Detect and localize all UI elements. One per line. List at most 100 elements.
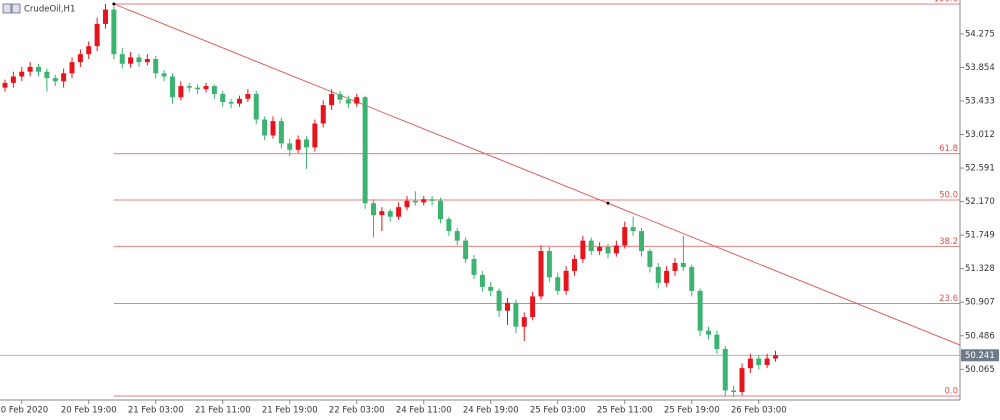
candle-body [144, 58, 150, 63]
candle-body [153, 58, 159, 74]
candle-body [119, 54, 125, 64]
candle-body [329, 94, 335, 106]
candle-body [404, 200, 410, 208]
x-tick-label: 21 Feb 19:00 [262, 406, 318, 416]
trendline-anchor [606, 201, 610, 205]
candle-body [438, 200, 443, 220]
candle-body [379, 211, 385, 216]
candle-body [396, 207, 402, 217]
candle-body [563, 270, 569, 291]
candle-body [161, 73, 167, 77]
candle-body [320, 105, 326, 124]
y-tick-label: 51.328 [965, 264, 995, 274]
x-tick-label: 24 Feb 19:00 [463, 406, 519, 416]
candle-body [680, 262, 686, 267]
candle-body [572, 258, 577, 271]
y-tick-label: 53.433 [965, 96, 995, 106]
candle-body [10, 76, 16, 83]
y-tick-label: 50.907 [965, 298, 995, 308]
candle-body [722, 349, 728, 391]
candle-body [421, 199, 427, 203]
candle-body [739, 368, 745, 393]
candle-body [245, 94, 251, 99]
y-tick-label: 53.854 [965, 63, 995, 73]
candle-body [580, 240, 586, 259]
symbol-icon [2, 3, 21, 14]
candle-body [270, 121, 276, 136]
fibo-level-label: 23.6 [939, 294, 958, 304]
candle-body [86, 46, 92, 55]
last-price-label: 50.241 [965, 351, 995, 361]
candle-body [203, 86, 209, 90]
candle-body [287, 143, 293, 150]
candle-body [655, 266, 661, 283]
x-tick-label: 24 Feb 11:00 [396, 406, 452, 416]
candle-body [588, 240, 594, 251]
candle-body [262, 119, 268, 136]
candle-body [228, 101, 234, 104]
candle-body [546, 250, 552, 278]
candle-body [178, 86, 184, 98]
candle-body [605, 247, 611, 254]
x-tick-label: 25 Feb 19:00 [664, 406, 720, 416]
candle-body [689, 266, 695, 291]
candle-body [555, 277, 561, 291]
candle-body [706, 330, 711, 335]
candle-body [2, 82, 8, 88]
y-tick-label: 52.170 [965, 197, 995, 207]
candle-body [186, 86, 192, 88]
candle-body [136, 57, 142, 63]
candle-body [387, 211, 393, 217]
candle-body [513, 302, 519, 327]
x-tick-label: 26 Feb 03:00 [731, 406, 787, 416]
fibo-level-label: 38.2 [939, 237, 958, 247]
candle-body [756, 358, 762, 365]
candle-body [61, 73, 67, 82]
candle-body [597, 247, 603, 251]
candle-body [36, 66, 41, 72]
candle-body [253, 94, 259, 120]
candle-body [412, 200, 418, 203]
fibo-level-label: 61.8 [939, 144, 958, 154]
candle-body [454, 231, 460, 241]
fibo-level-label: 100.0 [934, 0, 958, 4]
candle-body [220, 94, 226, 102]
candle-body [463, 240, 469, 259]
candle-body [714, 334, 720, 350]
candle-body [337, 94, 343, 100]
fibo-level-label: 50.0 [939, 191, 958, 201]
x-tick-label: 20 Feb 19:00 [61, 406, 117, 416]
candle-body [647, 250, 653, 267]
fibo-level-label: 0.0 [944, 387, 958, 397]
candle-body [622, 227, 628, 246]
candle-body [52, 78, 58, 82]
candle-body [94, 23, 100, 47]
candle-body [747, 358, 753, 369]
candle-body [697, 290, 703, 331]
x-tick-label: 25 Feb 11:00 [597, 406, 653, 416]
candle-body [505, 302, 510, 311]
candle-body [103, 9, 108, 24]
candle-body [195, 87, 201, 90]
last-price-box [961, 349, 999, 362]
candle-body [128, 57, 134, 64]
chart-title: CrudeOil,H1 [24, 5, 75, 15]
y-tick-label: 51.749 [965, 231, 995, 241]
candle-body [664, 270, 670, 283]
y-tick-label: 50.486 [965, 331, 995, 341]
candle-body [69, 62, 75, 74]
x-tick-label: 22 Feb 03:00 [329, 406, 385, 416]
trendline-anchor [112, 2, 116, 6]
candle-body [764, 358, 770, 365]
x-tick-label: 21 Feb 11:00 [195, 406, 251, 416]
candle-body [613, 245, 619, 254]
candle-body [170, 76, 175, 98]
candle-body [731, 390, 737, 393]
candle-body [44, 71, 50, 79]
candle-body [471, 258, 477, 275]
candle-body [345, 99, 351, 104]
candle-body [312, 123, 318, 148]
candle-body [371, 203, 376, 216]
candle-body [630, 227, 636, 232]
